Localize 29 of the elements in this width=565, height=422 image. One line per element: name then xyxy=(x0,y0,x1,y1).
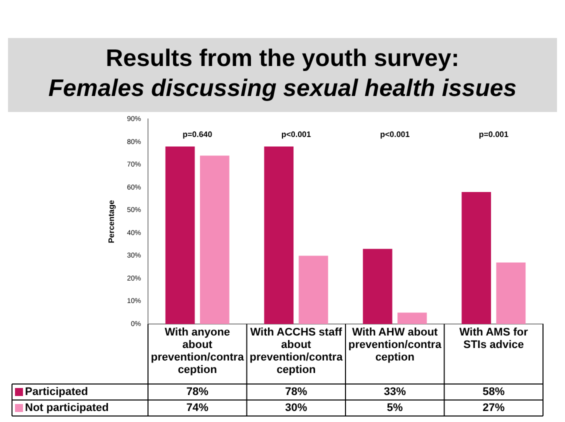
y-axis-title: Percentage xyxy=(107,199,116,244)
annotation: p=0.001 xyxy=(478,130,509,139)
x-tick-label: With AMS for STIs advice xyxy=(459,326,529,352)
bar xyxy=(264,146,294,324)
chart-title: Results from the youth survey: xyxy=(104,44,460,74)
data-label: 27% xyxy=(482,402,505,414)
data-label: 58% xyxy=(482,386,505,398)
bar xyxy=(496,262,526,324)
chart-subtitle: Females discussing sexual health issues xyxy=(47,74,518,104)
data-label: 33% xyxy=(384,386,406,398)
bar xyxy=(362,248,392,324)
data-label: 5% xyxy=(386,402,404,414)
legend-label: Not participated xyxy=(25,402,109,414)
bar xyxy=(298,256,328,324)
annotation: p<0.001 xyxy=(380,130,410,139)
data-label: 30% xyxy=(285,402,308,414)
bar xyxy=(200,156,230,324)
bar xyxy=(462,192,492,324)
x-tick-label: With AHW about prevention/contraception xyxy=(348,326,442,364)
data-label: 74% xyxy=(186,402,209,414)
legend-label: Participated xyxy=(25,386,88,398)
x-tick-label: With ACCHS staff about prevention/contraception xyxy=(250,326,344,376)
x-tick-label: With anyone about prevention/contraception xyxy=(150,326,245,376)
annotation: p=0.640 xyxy=(182,130,213,139)
data-label: 78% xyxy=(186,386,209,398)
data-label: 78% xyxy=(285,386,308,398)
bar xyxy=(397,312,427,324)
bar xyxy=(165,146,195,324)
annotation: p<0.001 xyxy=(281,130,312,139)
